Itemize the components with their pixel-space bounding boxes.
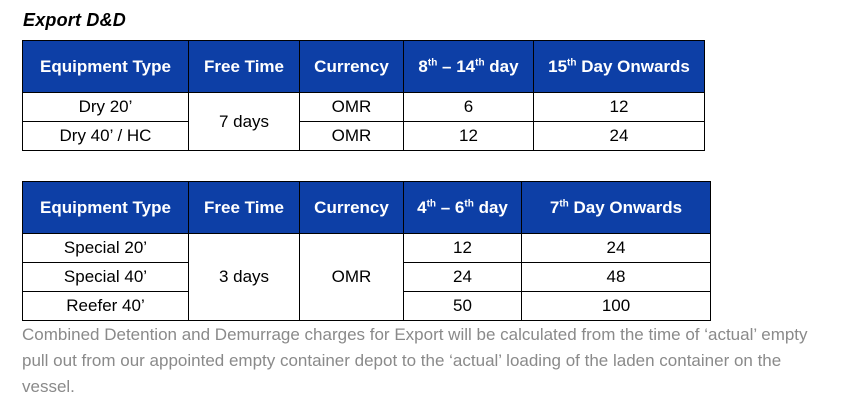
ordinal-suffix: th	[567, 56, 577, 68]
rate-cell: 50	[403, 291, 522, 321]
onwards-label: Day Onwards	[576, 56, 690, 76]
ordinal-suffix: th	[464, 197, 474, 209]
header-free-time: Free Time	[188, 40, 300, 93]
rate-cell: 24	[533, 121, 705, 151]
equipment-cell: Dry 40’ / HC	[22, 121, 189, 151]
day-end: – 6	[436, 197, 465, 217]
rate-cell: 100	[521, 291, 711, 321]
header-equipment-type: Equipment Type	[22, 40, 189, 93]
day-end: – 14	[437, 56, 476, 76]
day-word: day	[473, 197, 508, 217]
day-start: 4	[417, 197, 427, 217]
free-time-cell: 3 days	[188, 233, 300, 321]
table-row: Special 40’ 24 48	[22, 262, 711, 292]
ordinal-suffix: th	[427, 56, 438, 68]
rate-cell: 6	[403, 92, 534, 122]
day-number: 7	[549, 197, 560, 217]
equipment-cell: Special 20’	[22, 233, 189, 263]
equipment-cell: Special 40’	[22, 262, 189, 292]
rate-cell: 48	[521, 262, 711, 292]
table-row: Dry 40’ / HC OMR 12 24	[22, 121, 705, 151]
table-row: Special 20’ 3 days OMR 12 24	[22, 233, 711, 321]
calculation-note: Combined Detention and Demurrage charges…	[22, 325, 808, 396]
rate-cell: 12	[403, 121, 534, 151]
rate-cell: 12	[403, 233, 522, 263]
header-day-onwards: 15th Day Onwards	[533, 40, 705, 93]
rate-cell: 12	[533, 92, 705, 122]
day-number: 15	[548, 56, 568, 76]
equipment-cell: Reefer 40’	[22, 291, 189, 321]
header-currency: Currency	[299, 181, 404, 234]
ordinal-suffix: th	[426, 197, 437, 209]
free-time-cell: 7 days	[188, 92, 300, 151]
rate-cell: 24	[403, 262, 522, 292]
section-title: Export D&D	[23, 10, 127, 30]
onwards-label: Day Onwards	[568, 197, 683, 217]
table-row: Reefer 40’ 50 100	[22, 291, 711, 321]
currency-cell: OMR	[299, 233, 404, 321]
table-row: Dry 20’ 7 days OMR 6 12	[22, 92, 705, 151]
table-header-row: Equipment Type Free Time Currency 4th – …	[22, 181, 711, 234]
header-day-range: 8th – 14th day	[403, 40, 534, 93]
export-dd-table-dry: Equipment Type Free Time Currency 8th – …	[22, 40, 705, 151]
header-day-onwards: 7th Day Onwards	[521, 181, 711, 234]
header-equipment-type: Equipment Type	[22, 181, 189, 234]
currency-cell: OMR	[299, 92, 404, 122]
ordinal-suffix: th	[559, 197, 569, 209]
header-free-time: Free Time	[188, 181, 300, 234]
header-day-range: 4th – 6th day	[403, 181, 522, 234]
rate-cell: 24	[521, 233, 711, 263]
equipment-cell: Dry 20’	[22, 92, 189, 122]
header-currency: Currency	[299, 40, 404, 93]
currency-cell: OMR	[299, 121, 404, 151]
export-dd-table-special: Equipment Type Free Time Currency 4th – …	[22, 181, 711, 321]
table-header-row: Equipment Type Free Time Currency 8th – …	[22, 40, 705, 93]
day-start: 8	[418, 56, 428, 76]
day-word: day	[484, 56, 519, 76]
ordinal-suffix: th	[475, 56, 485, 68]
